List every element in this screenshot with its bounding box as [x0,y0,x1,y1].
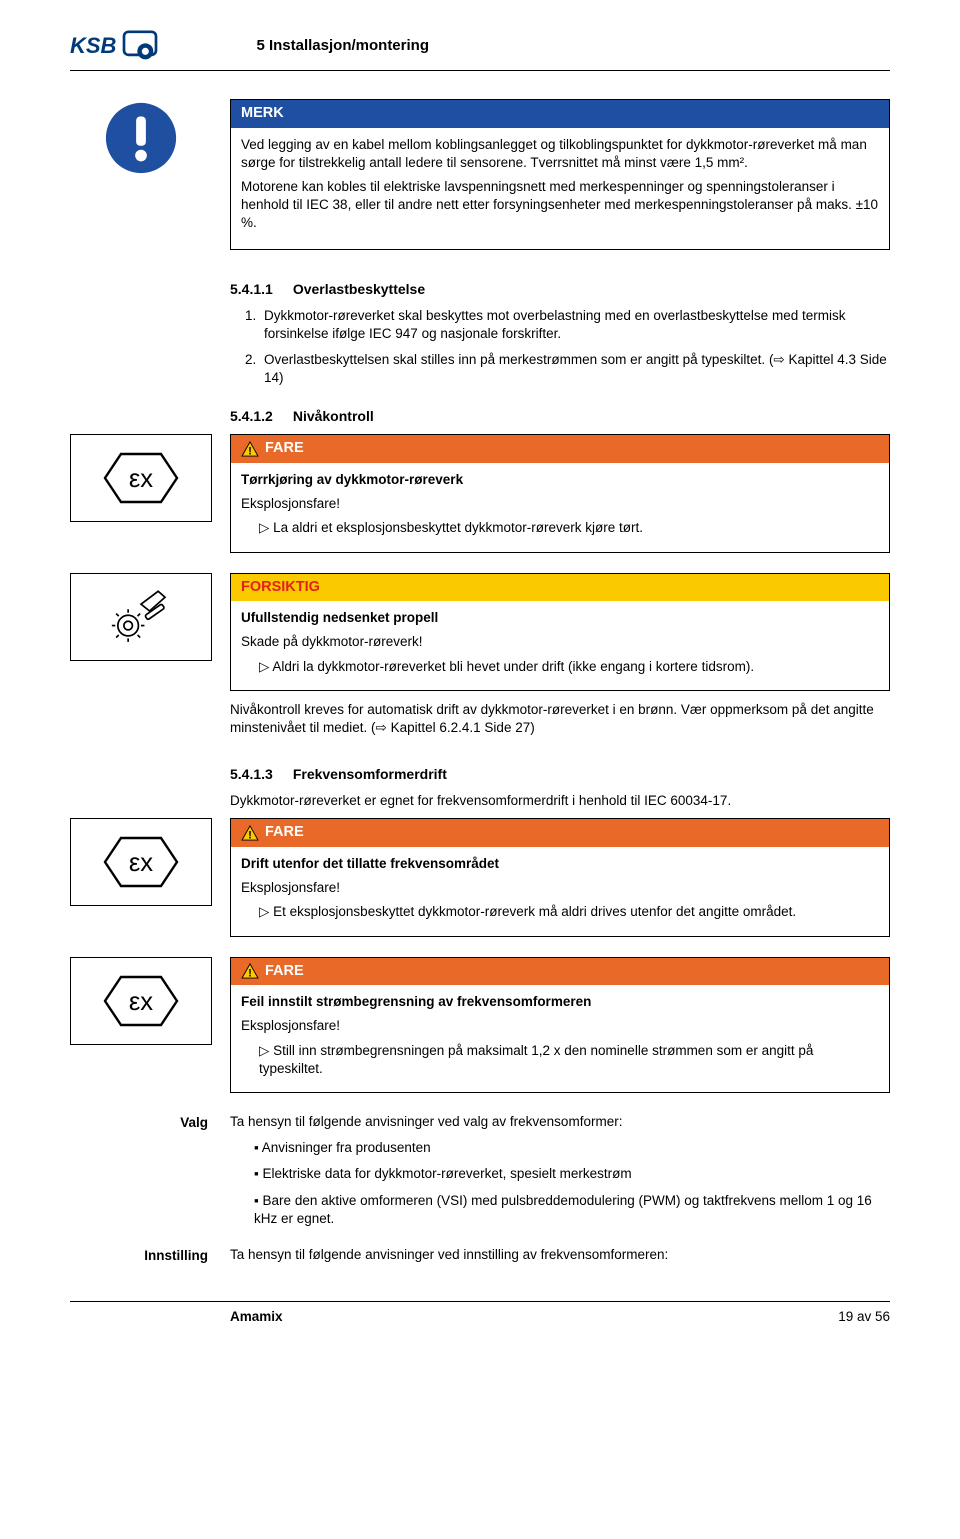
tool-icon-cell [70,573,212,661]
fare2-title: FARE [265,823,304,843]
svg-text:!: ! [248,829,252,841]
logo-mark-icon [122,30,158,62]
fare1-row: εx ! FARE Tørrkjøring av dykkmotor-rørev… [70,434,890,562]
fare1-header: ! FARE [231,435,889,463]
fare1-h: Tørrkjøring av dykkmotor-røreverk [241,471,879,489]
svg-text:εx: εx [129,465,153,493]
sec-5411-num: 5.4.1.1 [230,280,273,299]
chapter-title: 5 Installasjon/montering [256,36,429,56]
valg-label: Valg [70,1113,212,1132]
niva-paragraph: Nivåkontroll kreves for automatisk drift… [230,701,890,737]
footer-product: Amamix [230,1308,283,1326]
forsiktig-row: FORSIKTIG Ufullstendig nedsenket propell… [70,573,890,746]
fare2-li: Et eksplosjonsbeskyttet dykkmotor-røreve… [259,903,879,921]
warning-icon: ! [241,963,259,979]
sec-5413-intro: Dykkmotor-røreverket er egnet for frekve… [230,792,890,810]
sec-5413-num: 5.4.1.3 [230,765,273,784]
fare2-box: ! FARE Drift utenfor det tillatte frekve… [230,818,890,936]
forsiktig-li: Aldri la dykkmotor-røreverket bli hevet … [259,658,879,676]
innstilling-label: Innstilling [70,1246,212,1265]
warning-icon: ! [241,441,259,457]
notice-icon [102,99,180,177]
forsiktig-header: FORSIKTIG [231,574,889,602]
fare1-box: ! FARE Tørrkjøring av dykkmotor-røreverk… [230,434,890,552]
ex-icon: εx [101,450,181,506]
valg-li2: Elektriske data for dykkmotor-røreverket… [254,1165,890,1183]
ex-icon-cell-1: εx [70,434,212,522]
fare2-sub: Eksplosjonsfare! [241,879,879,897]
svg-text:εx: εx [129,849,153,877]
fare3-row: εx ! FARE Feil innstilt strømbegrensning… [70,957,890,1103]
sec-5413-title: Frekvensomformerdrift [293,766,447,782]
ex-icon-cell-3: εx [70,957,212,1045]
fare3-li: Still inn strømbegrensningen på maksimal… [259,1042,879,1078]
valg-intro: Ta hensyn til følgende anvisninger ved v… [230,1113,890,1131]
valg-row: Valg Ta hensyn til følgende anvisninger … [70,1113,890,1236]
fare3-h: Feil innstilt strømbegrensning av frekve… [241,993,879,1011]
merk-p2: Motorene kan kobles til elektriske lavsp… [241,178,879,233]
fare3-header: ! FARE [231,958,889,986]
fare1-li: La aldri et eksplosjonsbeskyttet dykkmot… [259,519,879,537]
header-rule [70,70,890,71]
warning-icon: ! [241,825,259,841]
fare1-sub: Eksplosjonsfare! [241,495,879,513]
ex-icon-cell-2: εx [70,818,212,906]
forsiktig-sub: Skade på dykkmotor-røreverk! [241,633,879,651]
sec-5413-heading: 5.4.1.3 Frekvensomformerdrift [230,765,890,784]
sec-5411-heading: 5.4.1.1 Overlastbeskyttelse [230,280,890,299]
forsiktig-box: FORSIKTIG Ufullstendig nedsenket propell… [230,573,890,691]
sec-5411-li1: Dykkmotor-røreverket skal beskyttes mot … [260,307,890,343]
fare3-title: FARE [265,962,304,982]
page-header: KSB 5 Installasjon/montering [70,30,890,62]
sec-5411-li2: Overlastbeskyttelsen skal stilles inn på… [260,351,890,387]
merk-box: MERK Ved legging av en kabel mellom kobl… [230,99,890,250]
innstilling-row: Innstilling Ta hensyn til følgende anvis… [70,1246,890,1265]
fare3-box: ! FARE Feil innstilt strømbegrensning av… [230,957,890,1093]
sec-5411-title: Overlastbeskyttelse [293,281,425,297]
fare2-header: ! FARE [231,819,889,847]
sec-5412-title: Nivåkontroll [293,408,374,424]
merk-row: MERK Ved legging av en kabel mellom kobl… [70,99,890,260]
valg-li1: Anvisninger fra produsenten [254,1139,890,1157]
gear-wrench-icon [106,587,176,647]
ex-icon: εx [101,834,181,890]
ex-icon: εx [101,973,181,1029]
fare2-h: Drift utenfor det tillatte frekvensområd… [241,855,879,873]
footer-page: 19 av 56 [838,1308,890,1326]
valg-li3: Bare den aktive omformeren (VSI) med pul… [254,1192,890,1228]
merk-header: MERK [231,100,889,128]
fare3-sub: Eksplosjonsfare! [241,1017,879,1035]
innstilling-text: Ta hensyn til følgende anvisninger ved i… [230,1246,890,1264]
fare2-row: εx ! FARE Drift utenfor det tillatte fre… [70,818,890,946]
forsiktig-h: Ufullstendig nedsenket propell [241,609,879,627]
logo-text: KSB [70,31,116,61]
sec-5412-num: 5.4.1.2 [230,407,273,426]
svg-text:!: ! [248,445,252,457]
notice-icon-cell [70,99,212,177]
page-footer: Amamix 19 av 56 [70,1301,890,1326]
sec-5412-heading: 5.4.1.2 Nivåkontroll [230,407,890,426]
valg-list: Anvisninger fra produsenten Elektriske d… [230,1139,890,1228]
svg-text:!: ! [248,968,252,980]
ksb-logo: KSB [70,30,158,62]
merk-p1: Ved legging av en kabel mellom koblingsa… [241,136,879,172]
svg-text:εx: εx [129,987,153,1015]
sec-5411-list: Dykkmotor-røreverket skal beskyttes mot … [230,307,890,388]
fare1-title: FARE [265,439,304,459]
